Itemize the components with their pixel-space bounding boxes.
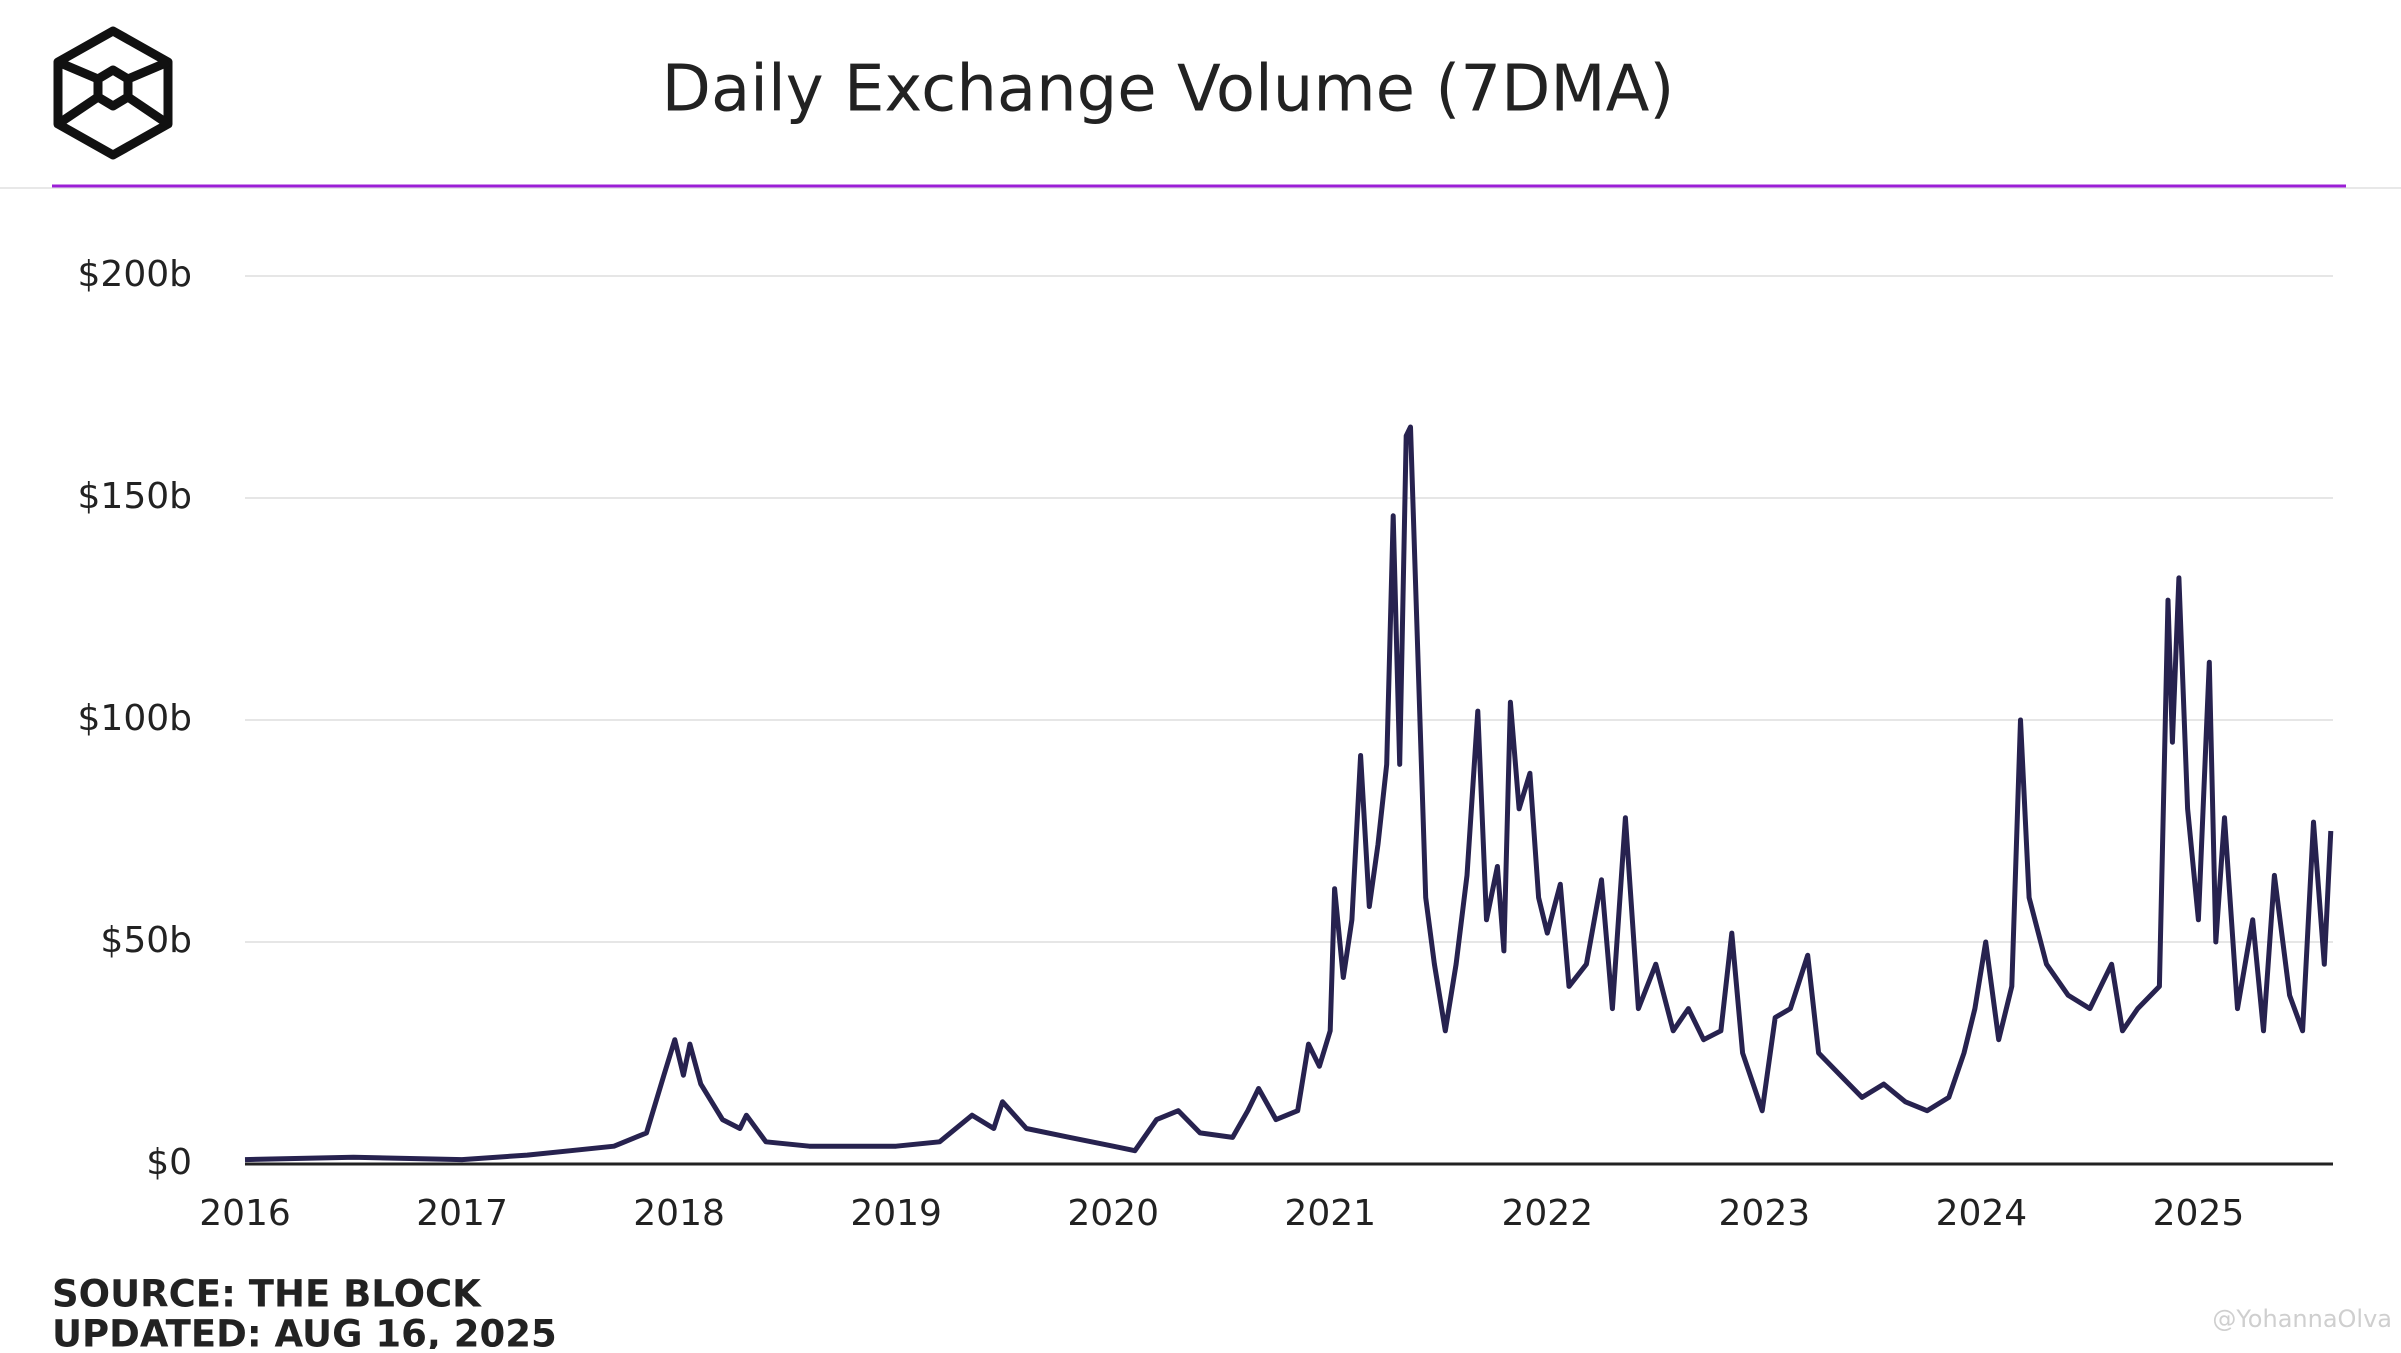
x-tick-label: 2016: [199, 1193, 291, 1234]
x-tick-label: 2022: [1501, 1193, 1593, 1234]
watermark: @YohannaOlva: [2212, 1305, 2392, 1333]
logo: [53, 26, 173, 160]
series-line: [244, 424, 2334, 1163]
x-tick-label: 2019: [850, 1193, 942, 1234]
source: SOURCE: THE BLOCK: [52, 1273, 482, 1316]
updated: UPDATED: AUG 16, 2025: [52, 1313, 557, 1350]
x-tick-label: 2025: [2153, 1193, 2245, 1234]
x-tick-label: 2024: [1936, 1193, 2028, 1234]
x-tick-label: 2017: [416, 1193, 508, 1234]
x-tick-label: 2023: [1719, 1193, 1811, 1234]
y-tick-label: $100b: [78, 698, 192, 739]
y-tick-label: $50b: [100, 920, 192, 961]
y-tick-label: $0: [146, 1142, 192, 1183]
x-tick-label: 2018: [633, 1193, 725, 1234]
chart-title: Daily Exchange Volume (7DMA): [662, 53, 1675, 127]
y-tick-label: $150b: [78, 476, 192, 517]
x-tick-label: 2020: [1067, 1193, 1159, 1234]
x-tick-label: 2021: [1284, 1193, 1376, 1234]
y-tick-label: $200b: [78, 254, 192, 295]
